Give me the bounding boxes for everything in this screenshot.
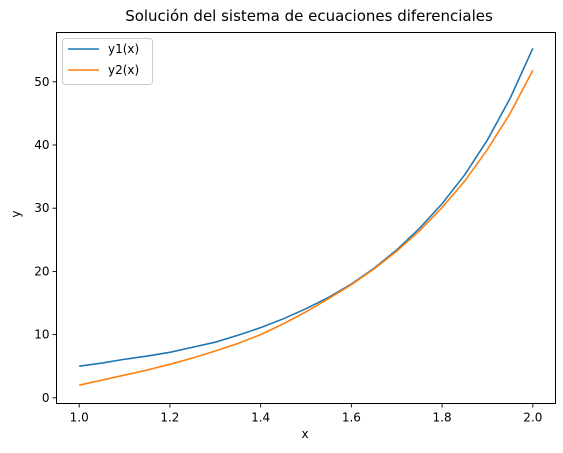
- x-tick-label: 1.0: [70, 411, 89, 425]
- x-tick-label: 2.0: [523, 411, 542, 425]
- plot-frame: [56, 32, 556, 404]
- y-tick-label: 30: [34, 201, 49, 215]
- x-axis: 1.0 1.2 1.4 1.6 1.8 2.0: [70, 403, 542, 425]
- legend-box: [62, 38, 153, 85]
- y-tick-label: 0: [42, 391, 50, 405]
- y-axis-label: y: [9, 210, 23, 217]
- legend-label-y2: y2(x): [108, 63, 139, 77]
- x-tick-label: 1.8: [433, 411, 452, 425]
- x-tick-label: 1.6: [342, 411, 361, 425]
- plot-area: [79, 47, 534, 386]
- series-line-y1: [79, 47, 534, 368]
- y-axis: 0 10 20 30 40 50: [34, 75, 57, 405]
- x-tick-label: 1.4: [251, 411, 270, 425]
- y-tick-label: 40: [34, 138, 49, 152]
- y-tick-label: 20: [34, 264, 49, 278]
- y-tick-label: 10: [34, 328, 49, 342]
- series-line-y2: [79, 70, 534, 386]
- chart-title: Solución del sistema de ecuaciones difer…: [125, 7, 493, 25]
- legend: y1(x) y2(x): [62, 38, 153, 85]
- x-axis-label: x: [301, 427, 308, 441]
- x-tick-label: 1.2: [160, 411, 179, 425]
- legend-label-y1: y1(x): [108, 42, 139, 56]
- y-tick-label: 50: [34, 75, 49, 89]
